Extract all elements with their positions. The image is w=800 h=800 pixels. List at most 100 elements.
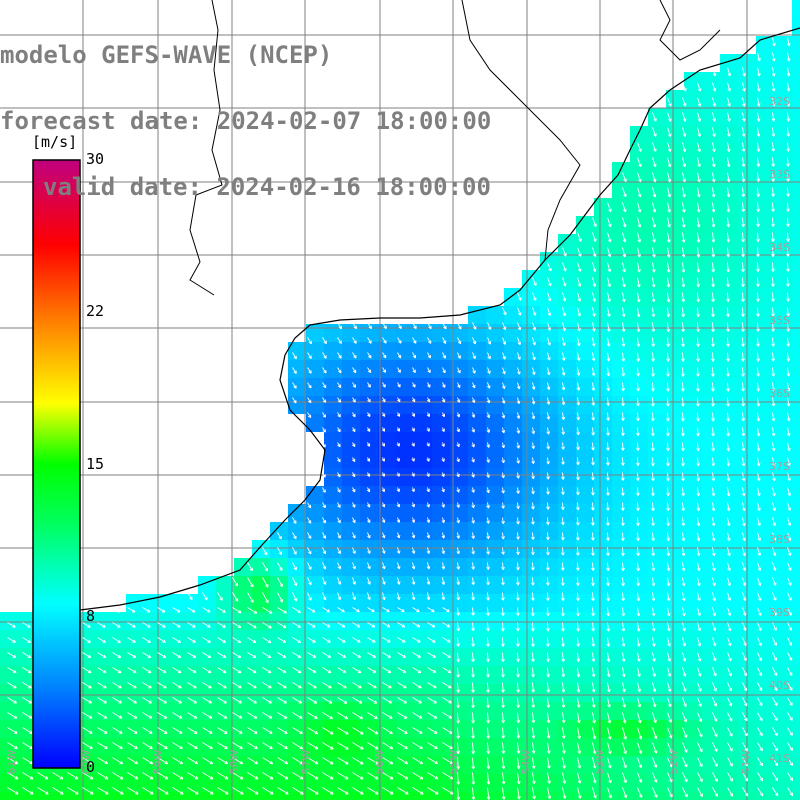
wind-cell: [450, 432, 468, 450]
wind-arrow: [157, 622, 166, 628]
wind-arrow: [217, 622, 226, 628]
wind-arrow: [232, 577, 239, 587]
wind-arrow: [577, 727, 581, 739]
wind-cell: [666, 216, 684, 234]
wind-arrow: [682, 787, 688, 798]
wind-cell: [720, 738, 738, 756]
wind-cell: [792, 486, 800, 504]
wind-cell: [612, 198, 630, 216]
wind-arrow: [352, 382, 356, 388]
wind-arrow: [787, 472, 791, 482]
wind-arrow: [472, 382, 476, 389]
wind-cell: [504, 342, 522, 360]
wind-cell: [756, 486, 774, 504]
wind-arrow: [742, 97, 746, 107]
wind-cell: [342, 396, 360, 414]
wind-cell: [720, 702, 738, 720]
wind-cell: [162, 594, 180, 612]
wind-cell: [540, 378, 558, 396]
wind-arrow: [651, 577, 656, 587]
wind-arrow: [606, 352, 611, 362]
wind-cell: [666, 270, 684, 288]
wind-arrow: [142, 742, 153, 750]
wind-arrow: [412, 652, 421, 658]
wind-arrow: [607, 742, 612, 755]
wind-cell: [558, 252, 576, 270]
wind-cell: [720, 252, 738, 270]
wind-arrow: [667, 187, 672, 198]
wind-cell: [306, 342, 324, 360]
wind-arrow: [471, 712, 475, 724]
wind-cell: [612, 558, 630, 576]
wind-arrow: [7, 637, 16, 643]
wind-arrow: [127, 607, 136, 613]
wind-cell: [432, 486, 450, 504]
wind-cell: [774, 792, 792, 800]
wind-arrow: [681, 412, 685, 422]
wind-arrow: [337, 667, 347, 674]
wind-arrow: [681, 472, 685, 482]
wind-arrow: [322, 712, 333, 720]
wind-cell: [756, 72, 774, 90]
wind-arrow: [187, 757, 199, 765]
wind-arrow: [442, 787, 454, 795]
wind-arrow: [622, 727, 627, 740]
wind-arrow: [667, 142, 672, 152]
wind-arrow: [352, 487, 356, 493]
wind-cell: [702, 522, 720, 540]
wind-cell: [576, 306, 594, 324]
lon-label: 57W: [300, 749, 313, 774]
wind-cell: [378, 774, 396, 792]
wind-cell: [540, 738, 558, 756]
wind-cell: [396, 432, 414, 450]
wind-arrow: [232, 652, 242, 659]
coastline-path: [39, 27, 800, 613]
wind-cell: [360, 612, 378, 630]
wind-arrow: [652, 727, 658, 740]
wind-arrow: [487, 352, 491, 360]
wind-arrow: [442, 727, 453, 734]
wind-cell: [576, 234, 594, 252]
wind-arrow: [516, 682, 520, 693]
wind-cell: [774, 612, 792, 630]
wind-arrow: [681, 487, 685, 497]
wind-cell: [414, 756, 432, 774]
wind-arrow: [546, 457, 550, 465]
wind-cell: [468, 630, 486, 648]
wind-arrow: [501, 457, 505, 464]
wind-arrow: [471, 502, 475, 509]
wind-arrow: [202, 757, 214, 765]
wind-arrow: [382, 607, 390, 613]
wind-cell: [396, 792, 414, 800]
wind-arrow: [157, 667, 167, 674]
wind-cell: [270, 576, 288, 594]
wind-cell: [414, 612, 432, 630]
wind-arrow: [697, 637, 702, 647]
wind-arrow: [516, 712, 521, 724]
wind-arrow: [651, 412, 655, 422]
wind-arrow: [352, 562, 356, 570]
wind-arrow: [786, 97, 791, 107]
wind-arrow: [636, 517, 640, 527]
wind-arrow: [606, 502, 610, 511]
wind-arrow: [621, 307, 626, 317]
wind-cell: [216, 702, 234, 720]
wind-arrow: [217, 607, 226, 613]
wind-arrow: [667, 97, 672, 107]
wind-cell: [468, 576, 486, 594]
wind-cell: [756, 378, 774, 396]
wind-arrow: [412, 607, 420, 613]
wind-arrow: [262, 592, 269, 604]
wind-arrow: [636, 487, 640, 496]
wind-cell: [306, 666, 324, 684]
wind-arrow: [352, 592, 356, 601]
wind-cell: [522, 378, 540, 396]
wind-arrow: [277, 712, 288, 719]
wind-cell: [486, 648, 504, 666]
wind-arrow: [337, 577, 342, 585]
wind-arrow: [742, 787, 749, 797]
wind-cell: [216, 792, 234, 800]
wind-arrow: [487, 322, 492, 330]
wind-arrow: [757, 607, 762, 616]
wind-cell: [126, 594, 144, 612]
